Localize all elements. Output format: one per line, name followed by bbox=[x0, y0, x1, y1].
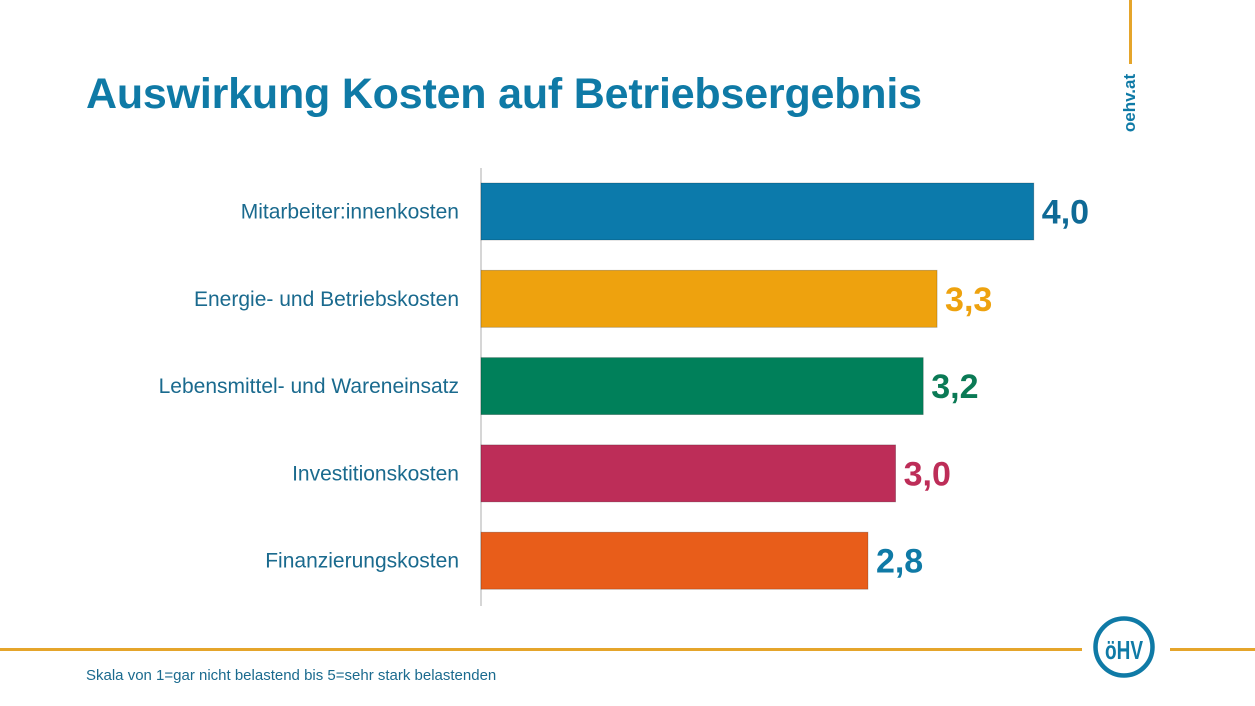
bar-0 bbox=[480, 182, 1035, 241]
category-label: Energie- und Betriebskosten bbox=[194, 288, 459, 311]
chart-title: Auswirkung Kosten auf Betriebsergebnis bbox=[86, 70, 922, 118]
value-label: 2,8 bbox=[876, 543, 923, 581]
logo-text: öHV bbox=[1105, 635, 1143, 665]
category-label: Investitionskosten bbox=[292, 462, 459, 485]
decorative-vertical-rule bbox=[1129, 0, 1132, 64]
value-label: 3,2 bbox=[931, 368, 978, 406]
bar-chart: Mitarbeiter:innenkosten 4,0 Energie- und B… bbox=[159, 168, 1089, 606]
category-label: Finanzierungskosten bbox=[265, 550, 459, 573]
bars-group: Mitarbeiter:innenkosten 4,0 Energie- und B… bbox=[159, 182, 1089, 590]
bar-3 bbox=[480, 444, 897, 503]
value-label: 4,0 bbox=[1042, 194, 1089, 232]
scale-footnote: Skala von 1=gar nicht belastend bis 5=se… bbox=[86, 667, 497, 684]
footer-rule-left bbox=[0, 648, 1082, 651]
bar-1 bbox=[480, 269, 938, 328]
footer-rule-right bbox=[1170, 648, 1255, 651]
category-label: Lebensmittel- und Wareneinsatz bbox=[159, 375, 459, 398]
value-label: 3,3 bbox=[945, 281, 992, 319]
category-label: Mitarbeiter:innenkosten bbox=[241, 201, 459, 224]
oehv-logo-icon: öHV bbox=[1093, 616, 1155, 678]
value-label: 3,0 bbox=[904, 455, 951, 493]
bar-2 bbox=[480, 357, 924, 416]
bar-4 bbox=[480, 531, 869, 590]
